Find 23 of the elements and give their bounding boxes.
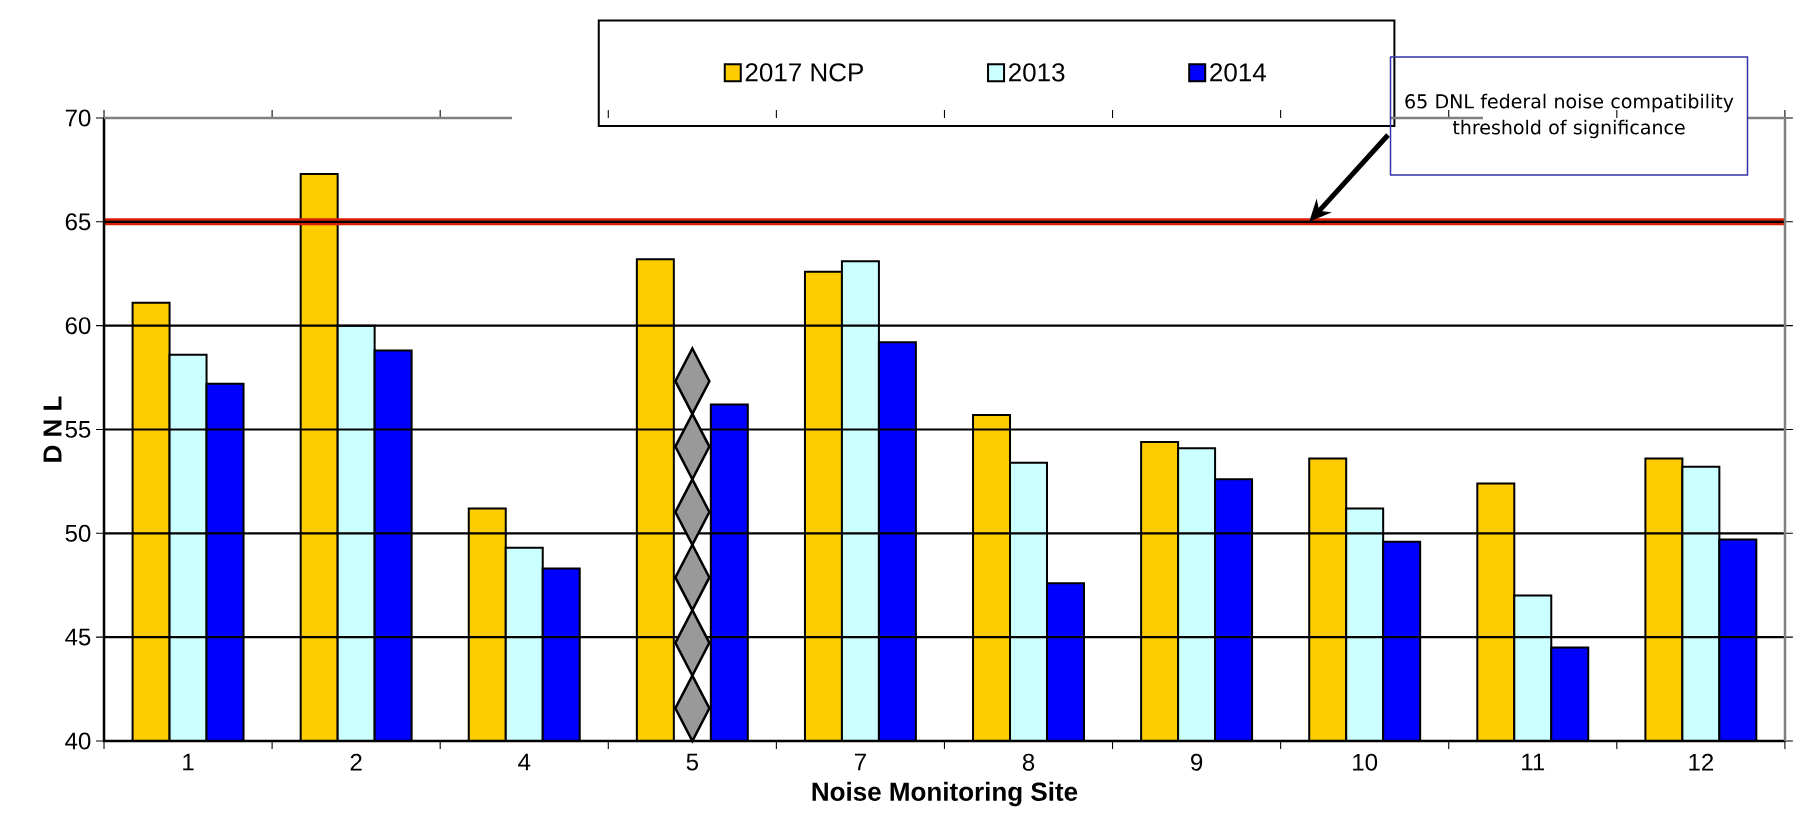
x-tick-label: 7 bbox=[854, 753, 866, 771]
annotation: 65 DNL federal noise compatibility threshold of significance bbox=[1405, 93, 1734, 139]
y-tick-label: 70 bbox=[65, 109, 91, 127]
y-tick-label: 45 bbox=[65, 628, 91, 646]
x-tick-label: 12 bbox=[1689, 753, 1714, 771]
x-tick-label: 11 bbox=[1522, 753, 1545, 771]
y-axis-title: D N L bbox=[43, 396, 62, 462]
legend-label: 2017 NCP bbox=[745, 63, 863, 82]
x-tick-label: 4 bbox=[518, 753, 531, 771]
y-tick-label: 40 bbox=[65, 732, 91, 750]
y-tick-label: 55 bbox=[65, 421, 91, 438]
x-tick-label: 8 bbox=[1022, 753, 1035, 771]
legend-label: 2013 bbox=[1009, 63, 1065, 82]
x-tick-label: 5 bbox=[686, 753, 698, 771]
x-axis-title: Noise Monitoring Site bbox=[812, 781, 1078, 807]
x-tick-label: 10 bbox=[1353, 753, 1378, 771]
y-tick-label: 50 bbox=[65, 524, 91, 542]
legend-label: 2014 bbox=[1210, 63, 1266, 82]
x-tick-label: 1 bbox=[183, 753, 194, 771]
x-tick-label: 9 bbox=[1191, 753, 1203, 771]
y-tick-label: 65 bbox=[65, 213, 91, 231]
y-tick-label: 60 bbox=[65, 317, 91, 335]
x-tick-label: 2 bbox=[350, 753, 362, 771]
